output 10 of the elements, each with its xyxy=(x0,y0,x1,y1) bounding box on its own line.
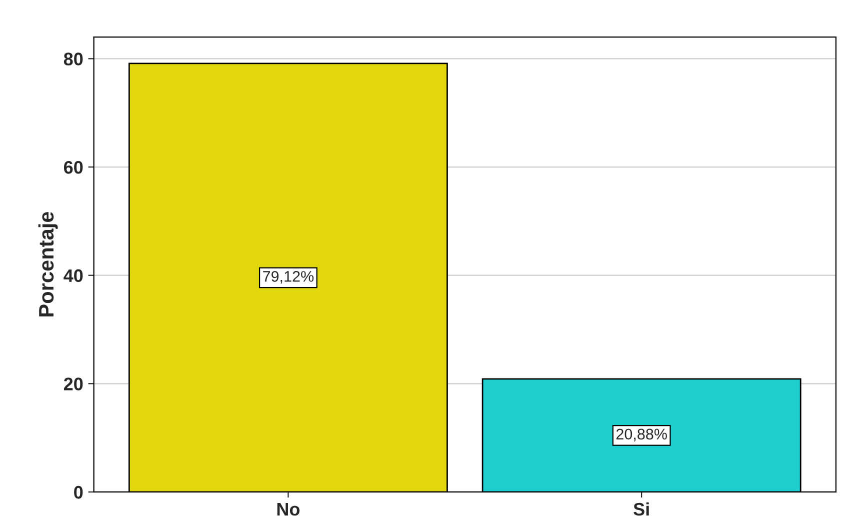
y-tick-label: 80 xyxy=(64,52,83,66)
y-tick-label: 40 xyxy=(64,269,83,282)
data-label: 20,88% xyxy=(616,428,667,442)
y-tick-label: 60 xyxy=(64,160,83,174)
y-tick-label: 20 xyxy=(64,378,83,390)
y-tick-label: 0 xyxy=(74,486,83,499)
data-label: 79,12% xyxy=(263,270,314,284)
x-tick-label: Si xyxy=(634,502,649,516)
y-axis-title: Porcentaje xyxy=(38,212,58,316)
x-tick-label: No xyxy=(277,503,300,516)
